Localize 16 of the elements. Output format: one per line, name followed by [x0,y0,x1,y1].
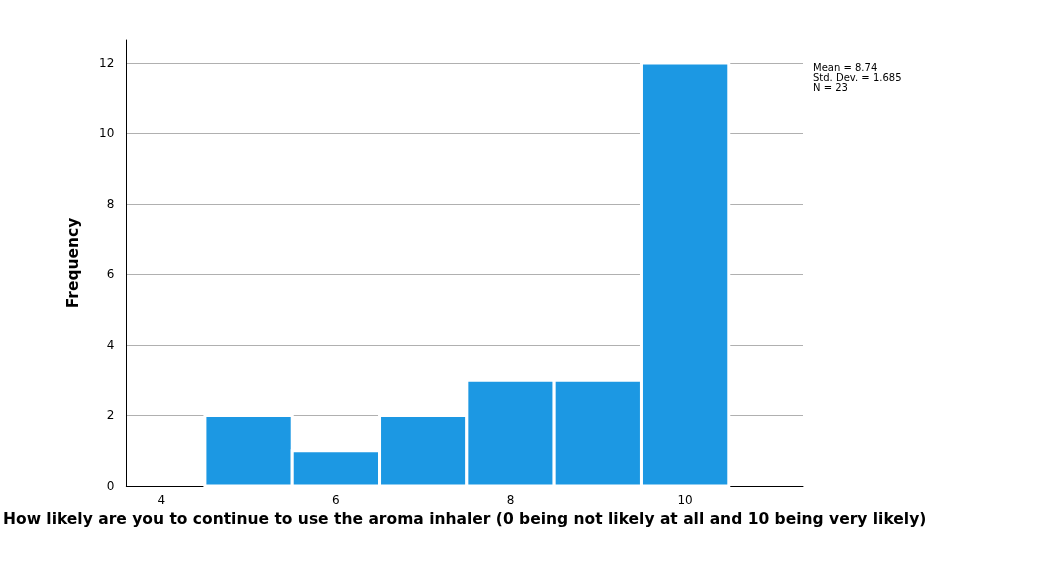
y-tick-label: 0 [106,479,115,493]
y-tick-label: 10 [99,126,115,141]
x-tick-label: 6 [332,493,340,507]
y-axis-title: Frequency [64,217,83,309]
y-tick-label: 6 [106,267,115,282]
x-tick-label: 4 [157,493,166,507]
y-tick-label: 4 [106,337,115,352]
y-tick-label: 8 [106,196,115,211]
text: Mean = 8.74 [813,61,878,73]
x-tick-label: 10 [677,493,693,507]
x-tick-label: 8 [506,493,515,507]
y-tick-label: 2 [106,408,115,423]
y-tick-label: 12 [99,55,115,70]
x-axis-title: How likely are you to continue to use the aroma inhaler (0 being not likely at all and 10 being very likely) [3,510,927,529]
text: Std. Dev. = 1.685 [813,71,902,83]
text: N = 23 [813,81,848,93]
